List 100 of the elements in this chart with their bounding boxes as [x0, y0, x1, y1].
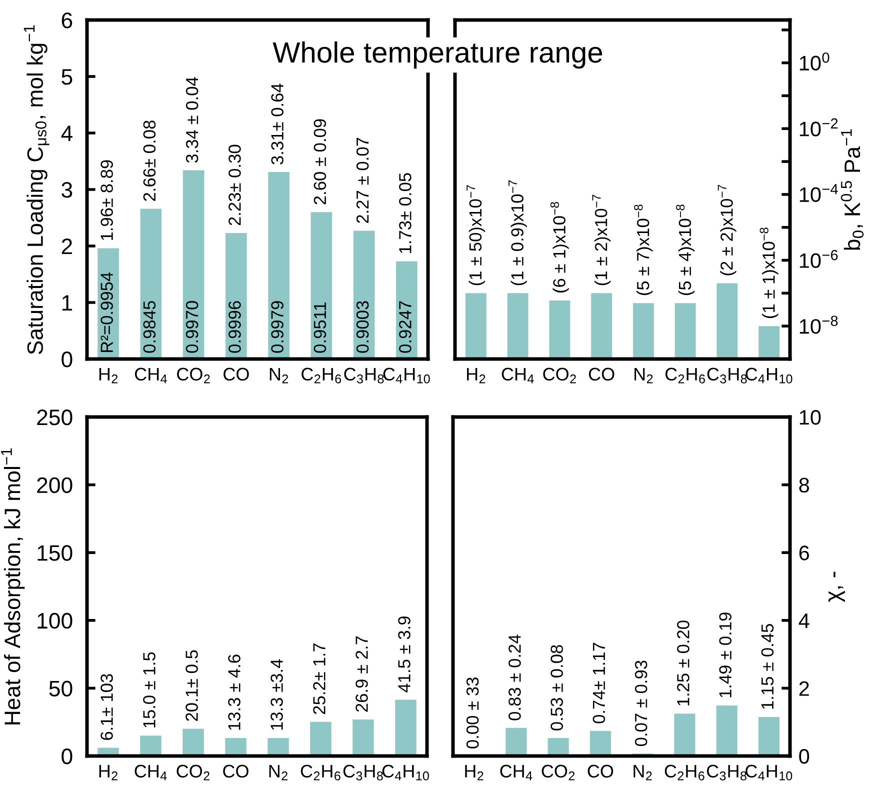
annotation: 0.9247 — [399, 301, 412, 353]
y-tick-label: 250 — [37, 410, 72, 426]
y2-tick-label: 0 — [799, 749, 810, 764]
data-label: 1.25 ± 0.20 — [677, 620, 690, 706]
x-tick-label: H$_{2}$ — [99, 368, 118, 384]
y2-tick-label: 10$^{−4}$ — [800, 184, 838, 202]
data-label: 1.49 ± 0.19 — [719, 612, 732, 698]
y-tick-label: 6 — [62, 12, 72, 28]
x-tick-label: CO$_{2}$ — [176, 764, 210, 780]
x-tick-label: CO$_{2}$ — [542, 764, 575, 780]
x-tick-label: C$_{4}$H$_{10}$ — [746, 764, 792, 780]
data-label: 3.34 ± 0.04 — [186, 77, 198, 163]
data-label: 0.74± 1.17 — [592, 642, 606, 724]
data-label: (1 ± 50)x10$^{−7}$ — [466, 185, 486, 286]
x-tick-label: C$_{3}$H$_{8}$ — [343, 764, 383, 780]
data-label: 13.3 ±3.4 — [270, 659, 283, 730]
data-label: (1 ± 1)x10$^{−8}$ — [760, 228, 778, 318]
x-tick-label: CH$_{4}$ — [134, 764, 167, 780]
x-tick-label: C$_{3}$H$_{8}$ — [344, 368, 384, 384]
x-tick-label: N$_{2}$ — [634, 368, 653, 384]
x-tick-label: CH$_{4}$ — [500, 764, 532, 780]
y2-tick-label: 10 — [800, 410, 821, 425]
x-tick-label: N$_{2}$ — [634, 764, 652, 780]
data-label: 2.23± 0.30 — [228, 144, 241, 226]
annotation: R²=0.9954 — [100, 272, 113, 352]
y-tick-label: 2 — [62, 238, 72, 254]
data-label: 26.9 ± 2.7 — [356, 636, 368, 712]
annotation: 0.9845 — [143, 301, 156, 353]
data-label: 1.15 ± 0.45 — [761, 624, 774, 709]
data-label: 6.1± 103 — [100, 674, 113, 740]
y-tick-label: 0 — [62, 352, 72, 368]
x-tick-label: CO — [588, 368, 614, 381]
x-tick-label: C$_{2}$H$_{6}$ — [300, 764, 340, 780]
data-label: 41.5 ± 3.9 — [398, 616, 410, 692]
y-tick-label: 150 — [38, 545, 72, 561]
data-label: (5 ± 4)x10$^{−8}$ — [676, 204, 695, 296]
annotation: 0.9970 — [186, 301, 198, 353]
data-label: 1.73± 0.05 — [399, 173, 412, 253]
x-tick-label: N$_{2}$ — [270, 368, 288, 384]
x-tick-label: N$_{2}$ — [269, 764, 288, 780]
data-label: 15.0 ± 1.5 — [143, 652, 156, 728]
x-tick-label: C$_{2}$H$_{6}$ — [302, 368, 342, 384]
x-tick-label: C$_{4}$H$_{10}$ — [382, 764, 429, 780]
data-label: 0.53 ± 0.08 — [550, 645, 563, 730]
y2-axis-title: χ, - — [828, 572, 845, 602]
data-label: (6 ± 1)x10$^{−8}$ — [550, 202, 569, 292]
data-label: 13.3 ± 4.6 — [228, 654, 240, 730]
data-label: 0.07 ± 0.93 — [634, 660, 648, 746]
x-tick-label: C$_{2}$H$_{6}$ — [665, 368, 705, 384]
data-label: 1.96± 8.89 — [100, 160, 113, 240]
data-label: 0.83 ± 0.24 — [508, 634, 521, 720]
annotation: 0.9996 — [228, 301, 241, 353]
x-tick-label: H$_{2}$ — [99, 764, 118, 780]
x-tick-label: H$_{2}$ — [467, 368, 486, 384]
data-label: 3.31± 0.64 — [271, 84, 284, 164]
data-label: 0.00 ± 33 — [466, 678, 479, 748]
x-tick-label: C$_{3}$H$_{8}$ — [706, 764, 746, 780]
x-tick-label: CO — [223, 764, 248, 778]
y-tick-label: 4 — [61, 126, 72, 142]
x-tick-label: CO$_{2}$ — [177, 368, 210, 384]
y2-tick-label: 4 — [798, 614, 810, 628]
y-tick-label: 200 — [37, 477, 72, 494]
data-label: 2.27 ± 0.07 — [356, 138, 369, 223]
data-label: (1 ± 0.9)x10$^{−7}$ — [508, 180, 527, 286]
data-label: (5 ± 7)x10$^{−8}$ — [634, 204, 653, 296]
y2-tick-label: 10$^{−6}$ — [800, 250, 838, 268]
y-tick-label: 50 — [49, 680, 72, 696]
x-tick-label: C$_{4}$H$_{10}$ — [746, 368, 792, 384]
data-label: (2 ± 2)x10$^{−7}$ — [718, 184, 736, 276]
annotation: 0.9511 — [314, 302, 326, 353]
y2-tick-label: 8 — [799, 478, 810, 493]
y-tick-label: 3 — [62, 182, 72, 198]
y2-tick-label: 10$^{−2}$ — [800, 118, 838, 136]
data-label: 20.1± 0.5 — [186, 650, 198, 721]
x-tick-label: H$_{2}$ — [465, 764, 484, 780]
text: Whole temperature range — [272, 41, 602, 69]
data-label: 2.66± 0.08 — [143, 120, 156, 201]
annotation: 0.9979 — [271, 301, 284, 353]
data-label: 25.2± 1.7 — [313, 643, 326, 714]
x-tick-label: CO$_{2}$ — [543, 368, 576, 384]
x-tick-label: CH$_{4}$ — [502, 368, 534, 384]
data-label: (1 ± 2)x10$^{−7}$ — [592, 194, 611, 286]
annotation: 0.9003 — [356, 301, 369, 353]
x-tick-label: CH$_{4}$ — [134, 368, 167, 384]
x-tick-label: C$_{4}$H$_{10}$ — [383, 368, 430, 384]
data-label: 2.60 ± 0.09 — [314, 119, 326, 204]
y-tick-label: 1 — [62, 295, 72, 311]
y2-tick-label: 6 — [799, 546, 810, 560]
y2-tick-label: 2 — [799, 681, 809, 696]
y-axis-title: Saturation Loading C$_{μs0}$, mol kg$^{−1}$ — [24, 25, 50, 354]
y-axis-title: Heat of Adsorption, kJ mol$^{−1}$ — [1, 448, 25, 724]
y2-axis-title: b$_{0}$, K$^{0.5}$ Pa$^{−1}$ — [840, 129, 864, 250]
y2-tick-label: 10$^{0}$ — [800, 52, 830, 71]
y-tick-label: 100 — [38, 612, 72, 629]
x-tick-label: C$_{2}$H$_{6}$ — [664, 764, 704, 780]
x-tick-label: C$_{3}$H$_{8}$ — [707, 368, 747, 384]
y2-tick-label: 10$^{−8}$ — [800, 316, 838, 334]
x-tick-label: CO — [224, 368, 249, 381]
y-tick-label: 0 — [62, 748, 72, 764]
x-tick-label: CO — [588, 764, 614, 778]
